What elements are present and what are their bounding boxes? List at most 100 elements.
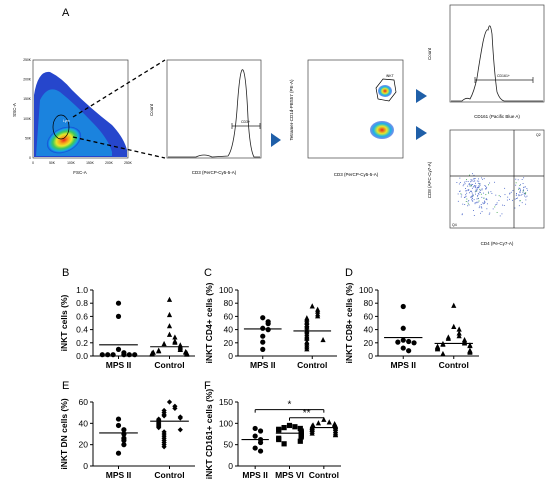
event-dot xyxy=(498,199,500,201)
event-dot xyxy=(470,179,472,181)
data-point xyxy=(445,335,451,341)
data-point xyxy=(467,349,473,355)
event-dot xyxy=(524,193,526,194)
event-dot xyxy=(465,195,467,197)
density-core xyxy=(46,126,82,154)
y-tick-label: 0 xyxy=(228,461,233,471)
y-tick-label: 20 xyxy=(224,338,234,348)
data-point xyxy=(257,448,264,454)
event-dot xyxy=(520,194,522,196)
event-dot xyxy=(473,174,475,176)
q2-label: Q2 xyxy=(536,133,541,137)
event-dot xyxy=(525,203,527,205)
event-dot xyxy=(477,201,479,203)
event-dot xyxy=(478,186,480,188)
event-dot xyxy=(467,205,469,207)
fsc-y-tick-label: 150K xyxy=(23,97,32,101)
event-dot xyxy=(468,200,470,201)
y-tick-label: 60 xyxy=(79,397,89,407)
x-tick-label: MPS II xyxy=(242,470,268,480)
event-dot xyxy=(525,196,527,198)
event-dot xyxy=(474,191,476,193)
y-tick-label: 50 xyxy=(224,440,234,450)
y-tick-label: 80 xyxy=(364,298,374,308)
event-dot xyxy=(473,199,475,201)
event-dot xyxy=(474,178,476,179)
event-dot xyxy=(460,193,462,195)
cd161-histogram: CD161+ CD161 (Pacific Blue A) Count xyxy=(427,4,545,119)
arrow-icon xyxy=(416,89,427,103)
y-tick-label: 100 xyxy=(219,285,233,295)
event-dot xyxy=(473,186,475,188)
event-dot xyxy=(486,199,488,201)
x-tick-label: MPS II xyxy=(106,360,132,370)
event-dot xyxy=(478,178,479,180)
event-dot xyxy=(465,201,467,202)
event-dot xyxy=(474,180,476,182)
event-dot xyxy=(477,182,479,184)
event-dot xyxy=(524,195,525,197)
event-dot xyxy=(478,207,480,209)
data-point xyxy=(461,340,468,346)
data-point xyxy=(326,419,332,425)
chart-f-inkt-cd161: 0 50 100 150 iNKT CD161+ cells (%) MPS II MPS … xyxy=(204,389,341,480)
event-dot xyxy=(524,186,526,188)
event-dot xyxy=(495,194,497,196)
event-dot xyxy=(473,215,475,216)
event-dot xyxy=(468,204,470,206)
event-dot xyxy=(523,189,525,191)
event-dot xyxy=(483,178,485,180)
fsc-y-label: SSC-A xyxy=(12,103,17,117)
event-dot xyxy=(478,191,480,193)
tetramer-cluster-high xyxy=(378,85,392,97)
event-dot xyxy=(475,190,477,192)
panel-label-f: F xyxy=(204,380,211,392)
event-dot xyxy=(462,185,464,187)
event-dot xyxy=(476,198,478,200)
event-dot xyxy=(496,203,498,205)
tetramer-cluster-low xyxy=(370,121,394,139)
event-dot xyxy=(518,187,520,189)
event-dot xyxy=(494,204,496,206)
fsc-y-tick-label: 200K xyxy=(23,78,32,82)
event-dot xyxy=(482,178,483,180)
data-point xyxy=(166,331,173,337)
event-dot xyxy=(524,193,526,195)
event-dot xyxy=(481,177,483,179)
event-dot xyxy=(472,186,474,188)
event-dot xyxy=(481,211,483,213)
event-dot xyxy=(479,184,481,186)
event-dot xyxy=(460,196,462,198)
event-dot xyxy=(468,189,470,191)
x-tick-label: Control xyxy=(297,360,327,370)
event-dot xyxy=(491,192,493,194)
event-dot xyxy=(471,187,473,189)
data-point xyxy=(177,427,183,433)
event-dot xyxy=(504,194,506,196)
data-point xyxy=(276,427,282,433)
event-dot xyxy=(474,202,476,204)
significance-label: * xyxy=(288,400,292,411)
data-point xyxy=(456,333,462,339)
event-dot xyxy=(475,189,477,191)
inkt-gate-label: iNKT xyxy=(386,74,395,78)
y-axis-label: iNKT CD4+ cells (%) xyxy=(204,282,214,363)
event-dot xyxy=(471,200,473,202)
y-axis-label: iNKT DN cells (%) xyxy=(59,398,69,469)
y-tick-label: 150 xyxy=(219,397,233,407)
event-dot xyxy=(483,197,485,199)
data-point xyxy=(121,442,127,448)
event-dot xyxy=(487,191,489,193)
significance-label: ** xyxy=(303,408,311,419)
fsc-x-ticks: 0 50K 100K 150K 200K 250K xyxy=(32,161,133,165)
event-dot xyxy=(523,177,525,179)
y-tick-label: 0.6 xyxy=(76,311,88,321)
event-dot xyxy=(468,189,470,191)
event-dot xyxy=(477,195,479,197)
event-dot xyxy=(519,200,521,202)
event-dot xyxy=(456,182,458,183)
event-dot xyxy=(484,201,486,203)
cd3-x-label: CD3 (PerCP-Cy5-5-A) xyxy=(192,170,237,175)
data-point xyxy=(315,420,322,426)
event-dot xyxy=(518,188,520,190)
